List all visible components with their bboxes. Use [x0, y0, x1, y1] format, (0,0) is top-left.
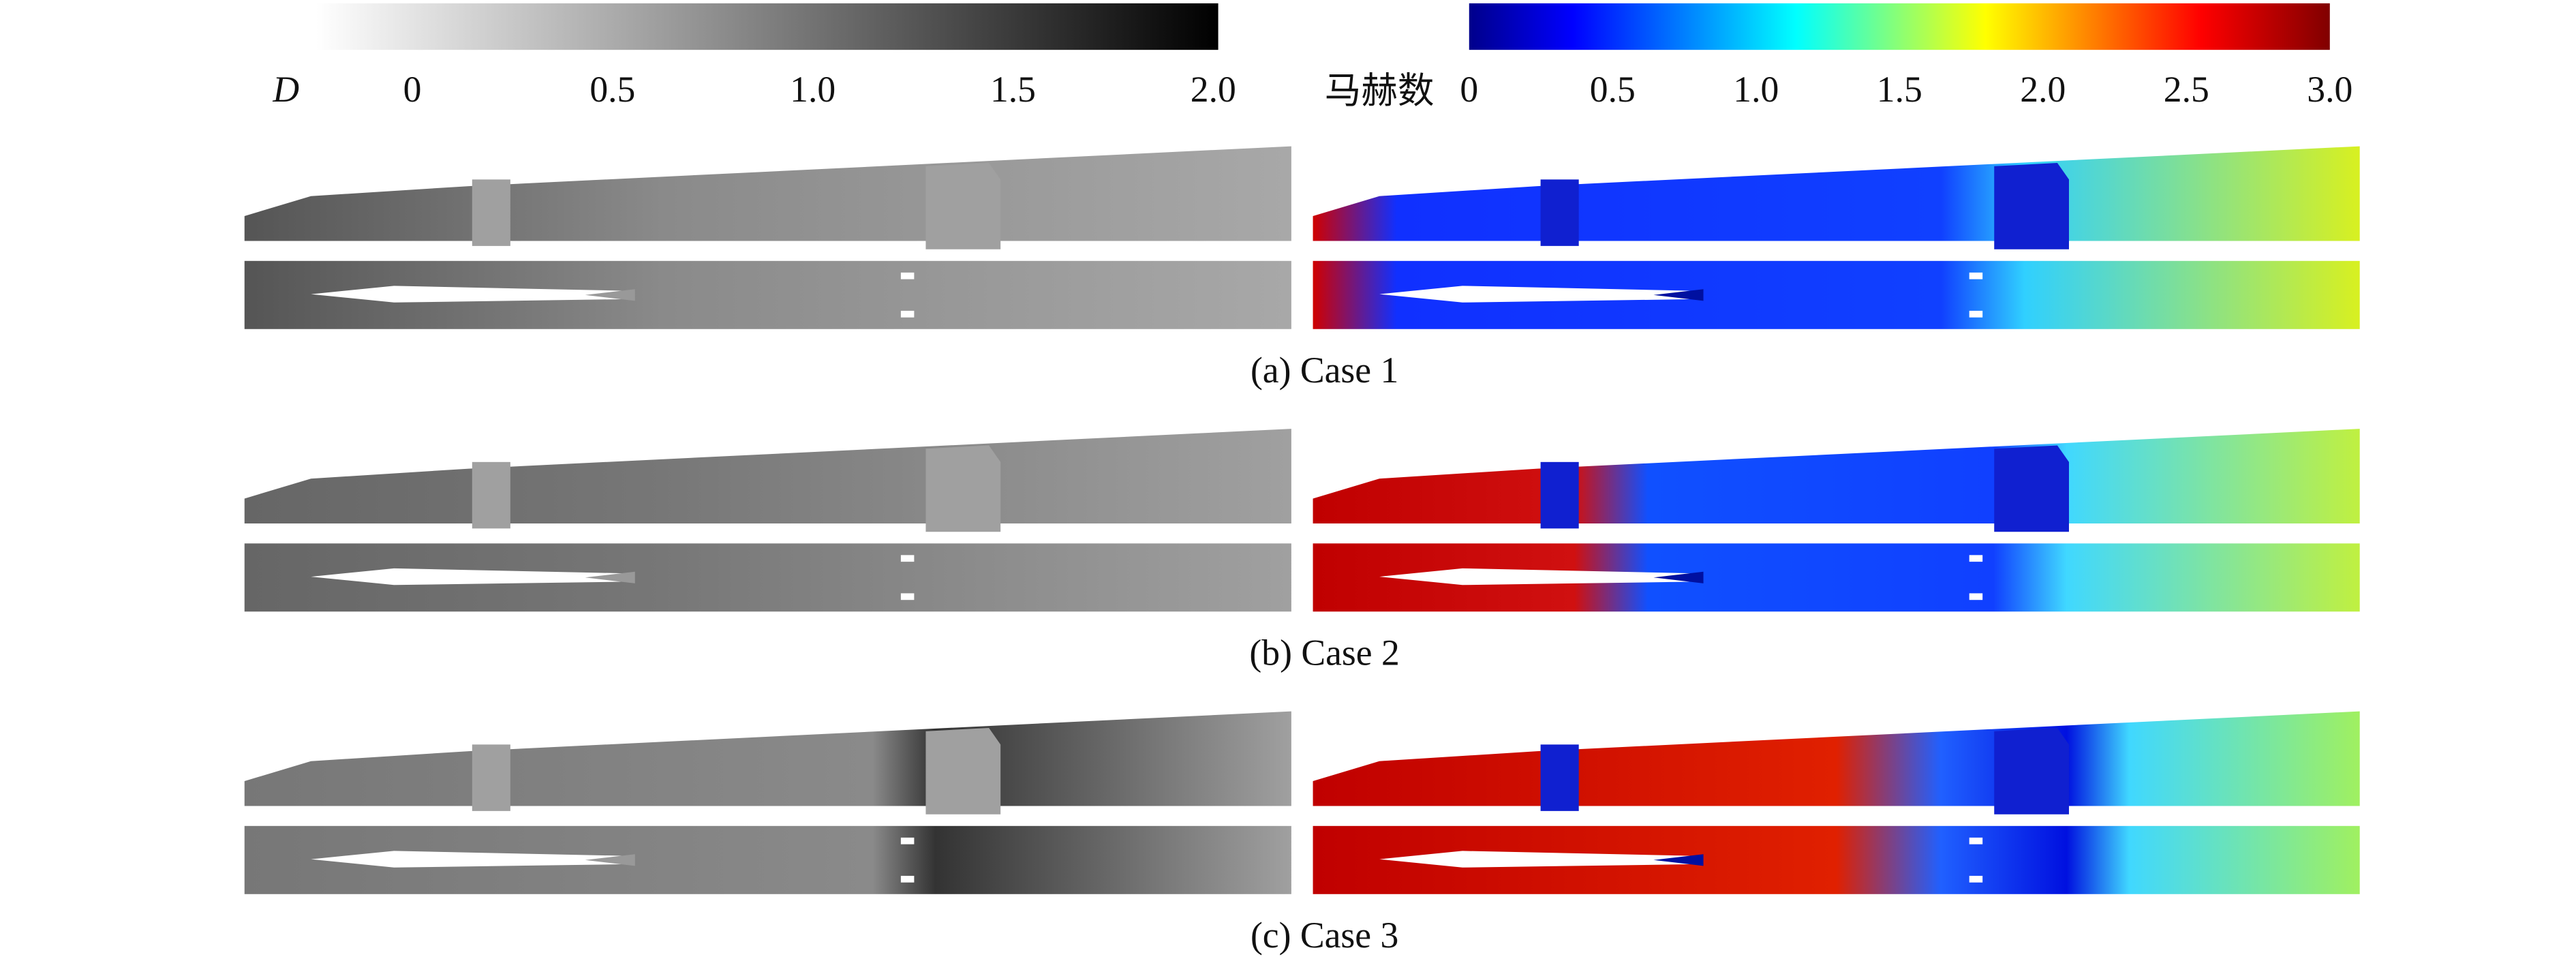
inlet-upper-field	[1313, 146, 2360, 241]
spike-tip	[1653, 854, 1704, 866]
center-spike	[311, 286, 627, 303]
cowl-block	[472, 461, 510, 529]
colorbar-tick-label: 1.0	[790, 69, 835, 110]
colorbar-tick-label: 1.5	[1877, 69, 1922, 110]
colorbar-tick-label: 0	[403, 69, 422, 110]
spike-tip	[585, 854, 635, 866]
colorbar-tick-label: 1.5	[990, 69, 1036, 110]
inlet-upper-field	[244, 429, 1291, 524]
combustor-block	[925, 727, 1001, 815]
injector	[900, 837, 915, 844]
colorbar-tick-label: 0	[1460, 69, 1478, 110]
injector	[1969, 310, 1983, 318]
cowl-block	[1540, 179, 1579, 246]
center-spike	[1379, 851, 1696, 868]
inlet-upper-field	[244, 146, 1291, 241]
colorbar-label: 马赫数	[1325, 69, 1435, 112]
injector	[900, 272, 915, 279]
colorbar-tick-label: 2.5	[2164, 69, 2209, 110]
injector	[900, 555, 915, 562]
injector	[1969, 593, 1983, 600]
injector	[900, 310, 915, 318]
injector	[1969, 837, 1983, 844]
combustor-block	[925, 445, 1001, 532]
spike-tip	[1653, 571, 1704, 583]
spike-tip	[585, 571, 635, 583]
combustor-block	[1994, 727, 2069, 815]
colorbar-gray	[316, 3, 1218, 50]
injector	[1969, 555, 1983, 562]
cowl-block	[472, 744, 510, 811]
injector	[900, 593, 915, 600]
combustor-block	[1994, 445, 2069, 532]
cowl-block	[1540, 461, 1579, 529]
colorbar-tick-label: 3.0	[2307, 69, 2352, 110]
colorbar-tick-label: 0.5	[1590, 69, 1636, 110]
inlet-upper-field	[1313, 711, 2360, 806]
colorbar-tick-label: 0.5	[589, 69, 635, 110]
injector	[900, 875, 915, 883]
combustor-block	[925, 162, 1001, 249]
injector	[1969, 875, 1983, 883]
combustor-block	[1994, 162, 2069, 249]
case-panel	[244, 146, 2360, 329]
center-spike	[311, 851, 627, 868]
case-panel	[244, 711, 2360, 894]
cowl-block	[1540, 744, 1579, 811]
case-panel	[244, 429, 2360, 612]
panel-caption: (a) Case 1	[1251, 350, 1398, 391]
colorbar-tick-label: 2.0	[2020, 69, 2066, 110]
injector	[1969, 272, 1983, 279]
center-spike	[311, 568, 627, 585]
spike-tip	[1653, 289, 1704, 301]
colorbar-jet	[1469, 3, 2330, 50]
center-spike	[1379, 286, 1696, 303]
panel-caption: (b) Case 2	[1249, 632, 1399, 673]
spike-tip	[585, 289, 635, 301]
colorbar-tick-label: 2.0	[1191, 69, 1236, 110]
inlet-upper-field	[1313, 429, 2360, 524]
cowl-block	[472, 179, 510, 246]
panel-caption: (c) Case 3	[1251, 915, 1398, 956]
inlet-upper-field	[244, 711, 1291, 806]
center-spike	[1379, 568, 1696, 585]
colorbar-label: D	[272, 69, 299, 110]
colorbar-tick-label: 1.0	[1733, 69, 1779, 110]
